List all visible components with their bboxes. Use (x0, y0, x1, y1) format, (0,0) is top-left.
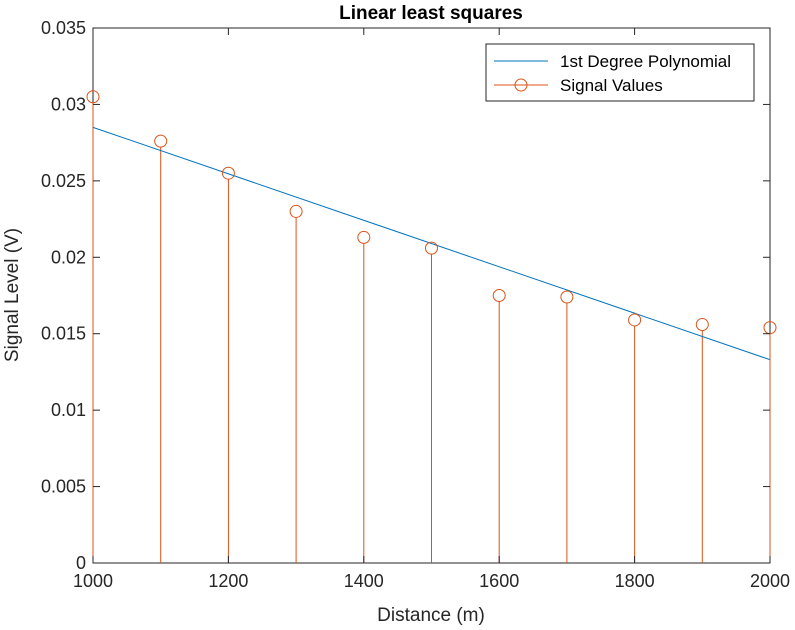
legend-circle-marker-icon (514, 78, 528, 92)
legend-entry-signal: Signal Values (560, 76, 663, 95)
axis-ticks (92, 27, 771, 564)
y-tick-label: 0.02 (51, 247, 86, 267)
legend-box (485, 43, 755, 102)
stem-marker-circle (86, 90, 100, 104)
fit-line-series (92, 126, 771, 361)
stem-marker-circle (560, 290, 574, 304)
y-tick-label: 0.025 (41, 171, 86, 191)
y-axis-label: Signal Level (V) (2, 228, 23, 362)
stem-marker-circle (695, 318, 709, 332)
x-tick-label: 1800 (615, 571, 655, 591)
stem-marker-circle (492, 289, 506, 302)
x-tick-label: 1600 (479, 571, 519, 591)
stem-marker-circle (628, 313, 642, 327)
stem-marker-circle (357, 230, 371, 244)
stem-marker-circle (221, 166, 235, 180)
x-tick-label: 1000 (73, 571, 113, 591)
stem-markers (86, 90, 777, 335)
x-tick-labels: 1000 1200 1400 1600 1800 2000 (73, 571, 790, 591)
legend-entry-fit: 1st Degree Polynomial (560, 52, 731, 71)
x-tick-label: 2000 (750, 571, 790, 591)
y-tick-label: 0.035 (41, 18, 86, 38)
y-tick-label: 0.005 (41, 477, 86, 497)
fit-line (92, 126, 771, 361)
stem-marker-circle (154, 134, 168, 148)
y-tick-labels: 0 0.005 0.01 0.015 0.02 0.025 0.03 0.035 (41, 18, 86, 573)
y-tick-label: 0 (76, 553, 86, 573)
legend: 1st Degree Polynomial Signal Values (485, 43, 755, 102)
y-tick-label: 0.03 (51, 94, 86, 114)
stem-marker-circle (425, 241, 438, 255)
chart-title: Linear least squares (339, 3, 523, 24)
x-tick-label: 1400 (344, 571, 384, 591)
y-tick-label: 0.015 (41, 324, 86, 344)
y-tick-label: 0.01 (51, 400, 86, 420)
stem-marker-circle (289, 204, 303, 218)
plot-area (86, 27, 777, 564)
x-tick-label: 1200 (208, 571, 248, 591)
x-axis-label: Distance (m) (377, 605, 485, 626)
